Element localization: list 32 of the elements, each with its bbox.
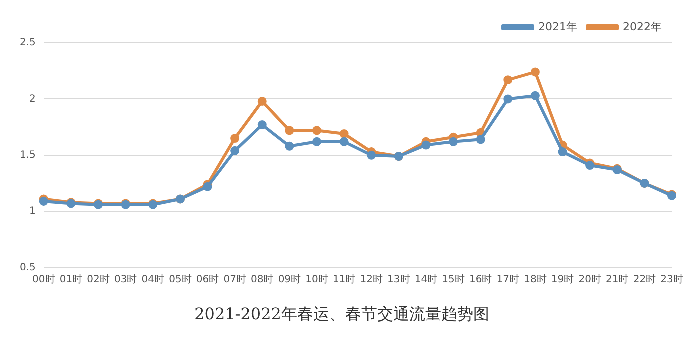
x-tick-label: 03时 xyxy=(114,273,138,286)
legend-label: 2021年 xyxy=(538,20,578,34)
x-tick-label: 22时 xyxy=(633,273,656,286)
y-tick-label: 1 xyxy=(30,206,36,218)
legend-label: 2022年 xyxy=(623,20,662,34)
y-tick-label: 2.5 xyxy=(20,38,36,49)
x-tick-label: 19时 xyxy=(551,273,574,286)
x-tick-label: 23时 xyxy=(660,273,684,286)
x-tick-label: 21时 xyxy=(606,273,629,286)
x-tick-label: 07时 xyxy=(224,273,246,286)
x-tick-label: 10时 xyxy=(306,273,328,286)
x-tick-label: 05时 xyxy=(169,273,192,286)
x-tick-label: 12时 xyxy=(360,273,383,286)
x-tick-label: 06时 xyxy=(196,273,220,286)
x-tick-label: 20时 xyxy=(578,273,602,286)
x-tick-label: 16时 xyxy=(469,273,492,286)
text: 2021-2022年春运、春节交通流量趋势图 xyxy=(194,304,490,324)
x-tick-label: 11时 xyxy=(332,273,356,286)
y-tick-label: 0.5 xyxy=(20,262,36,274)
x-tick-label: 09时 xyxy=(278,273,302,286)
x-tick-label: 04时 xyxy=(142,273,165,286)
x-tick-label: 13时 xyxy=(388,273,410,286)
y-tick-label: 1.5 xyxy=(20,150,36,161)
x-tick-label: 15时 xyxy=(442,273,465,286)
x-tick-label: 18时 xyxy=(524,273,547,286)
x-tick-label: 02时 xyxy=(87,273,110,286)
x-tick-label: 17时 xyxy=(496,273,520,286)
x-tick-label: 00时 xyxy=(32,273,56,286)
x-tick-label: 14时 xyxy=(414,273,438,286)
x-tick-label: 01时 xyxy=(60,273,83,286)
y-tick-label: 2 xyxy=(30,94,36,105)
x-tick-label: 08时 xyxy=(251,273,274,286)
